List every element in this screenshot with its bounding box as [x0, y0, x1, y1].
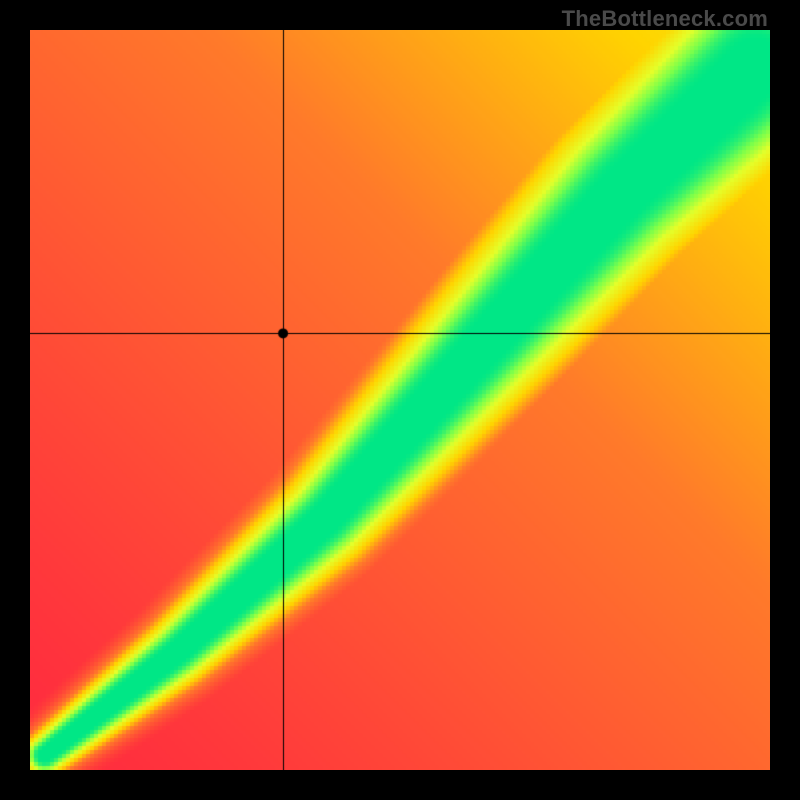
chart-frame: TheBottleneck.com: [0, 0, 800, 800]
watermark-text: TheBottleneck.com: [562, 6, 768, 32]
bottleneck-heatmap: [30, 30, 770, 770]
